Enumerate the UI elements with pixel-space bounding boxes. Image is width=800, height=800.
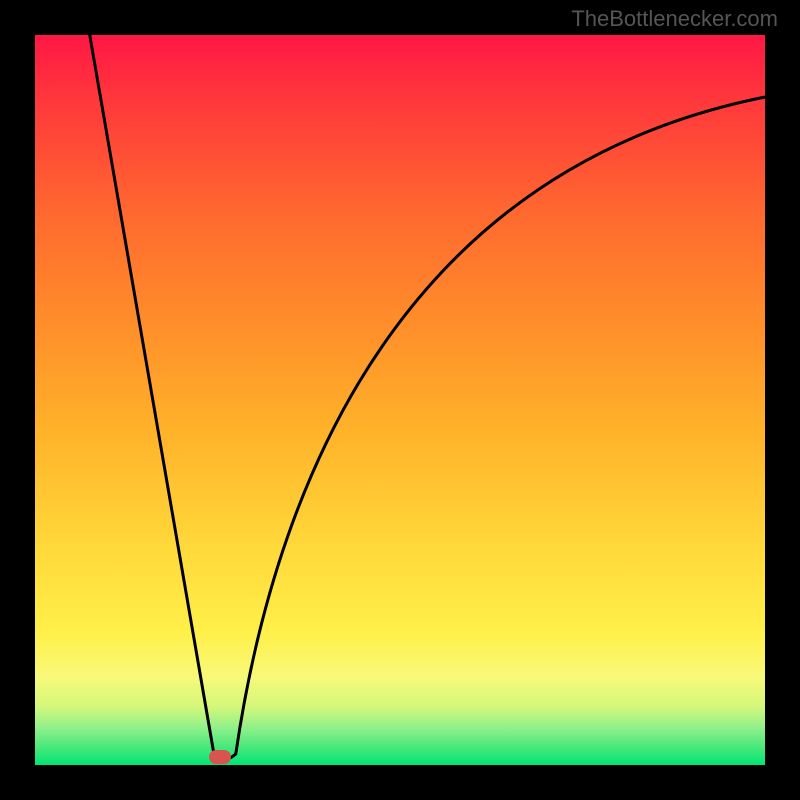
curve-layer bbox=[35, 35, 765, 765]
optimal-point-marker bbox=[209, 750, 231, 764]
chart-container: TheBottlenecker.com bbox=[0, 0, 800, 800]
watermark-text: TheBottlenecker.com bbox=[571, 6, 778, 32]
plot-area bbox=[35, 35, 765, 765]
bottleneck-curve bbox=[90, 35, 765, 760]
